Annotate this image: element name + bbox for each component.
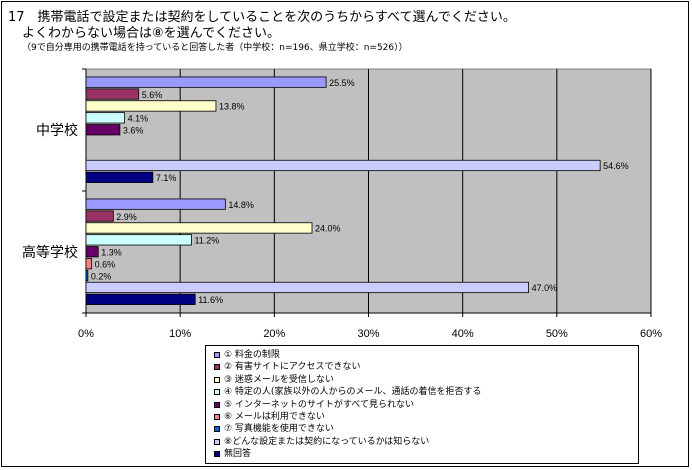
data-label: 25.5% (329, 78, 355, 88)
data-label: 0.2% (91, 271, 112, 281)
bar (85, 258, 93, 270)
bar (85, 234, 192, 246)
legend-label: ③ 迷惑メールを受信しない (224, 374, 334, 385)
bar (85, 100, 217, 112)
respondent-note: （9で自分専用の携帯電話を持っていると回答した者（中学校：n=196、県立学校：… (22, 43, 408, 53)
bar (85, 198, 226, 210)
data-label: 54.6% (603, 161, 629, 171)
legend-label: ② 有害サイトにアクセスできない (224, 362, 361, 373)
bar (85, 171, 154, 183)
legend-label: ⑤ インターネットのサイトがすべて見られない (224, 399, 414, 410)
legend-swatch (214, 451, 220, 458)
data-label: 11.6% (198, 295, 223, 305)
question-title: 17 携帯電話で設定または契約をしていることを次のうちからすべて選んでください。 (8, 10, 516, 25)
bar (85, 159, 601, 172)
bar (85, 269, 89, 282)
data-label: 0.6% (95, 259, 116, 269)
bar (85, 112, 126, 124)
data-label: 47.0% (532, 283, 558, 293)
legend-label: ⑦ 写真機能を使用できない (224, 424, 334, 435)
legend-swatch (214, 401, 220, 408)
legend-swatch (214, 426, 220, 433)
chart-legend: ① 料金の制限 ② 有害サイトにアクセスできない ③ 迷惑メールを受信しない ④ 特定… (205, 345, 639, 464)
x-tick-label: 60% (640, 328, 662, 340)
data-label: 14.8% (228, 200, 254, 210)
legend-swatch (214, 389, 220, 396)
category-label: 高等学校 (22, 244, 78, 261)
bar (85, 124, 121, 136)
data-label: 11.2% (194, 236, 219, 246)
bar (85, 281, 529, 294)
legend-swatch (214, 414, 220, 420)
data-label: 24.0% (315, 224, 341, 234)
x-tick-label: 10% (169, 328, 191, 340)
bar (85, 246, 99, 258)
data-label: 5.6% (142, 90, 163, 100)
category-label: 中学校 (36, 122, 78, 139)
x-tick-label: 50% (546, 328, 568, 340)
legend-swatch (214, 364, 220, 371)
data-label: 7.1% (156, 173, 177, 183)
legend-label: ① 料金の制限 (224, 350, 280, 360)
bar (85, 76, 327, 88)
legend-label: ⑧どんな設定または契約になっているかは知らない (224, 436, 430, 447)
x-tick-label: 40% (452, 328, 474, 340)
data-label: 13.8% (219, 102, 245, 112)
data-label: 3.6% (123, 125, 144, 135)
data-label: 1.3% (101, 247, 122, 257)
legend-label: 無回答 (224, 449, 252, 460)
x-tick-label: 20% (263, 328, 285, 340)
legend-swatch (214, 376, 220, 383)
bar (85, 88, 140, 100)
bar (85, 293, 196, 305)
x-tick-label: 30% (357, 328, 379, 340)
legend-label: ④ 特定の人(家族以外の人からのメール、通話の着信を拒否する (224, 387, 482, 398)
question-instruction: よくわからない場合は⑧を選んでください。 (22, 26, 281, 41)
bar (85, 210, 114, 222)
legend-label: ⑥ メールは利用できない (224, 412, 325, 422)
bar (85, 222, 313, 234)
data-label: 4.1% (128, 114, 149, 124)
x-tick-label: 0% (78, 328, 94, 340)
legend-swatch (214, 352, 220, 358)
data-label: 2.9% (116, 212, 137, 222)
legend-swatch (214, 438, 220, 445)
